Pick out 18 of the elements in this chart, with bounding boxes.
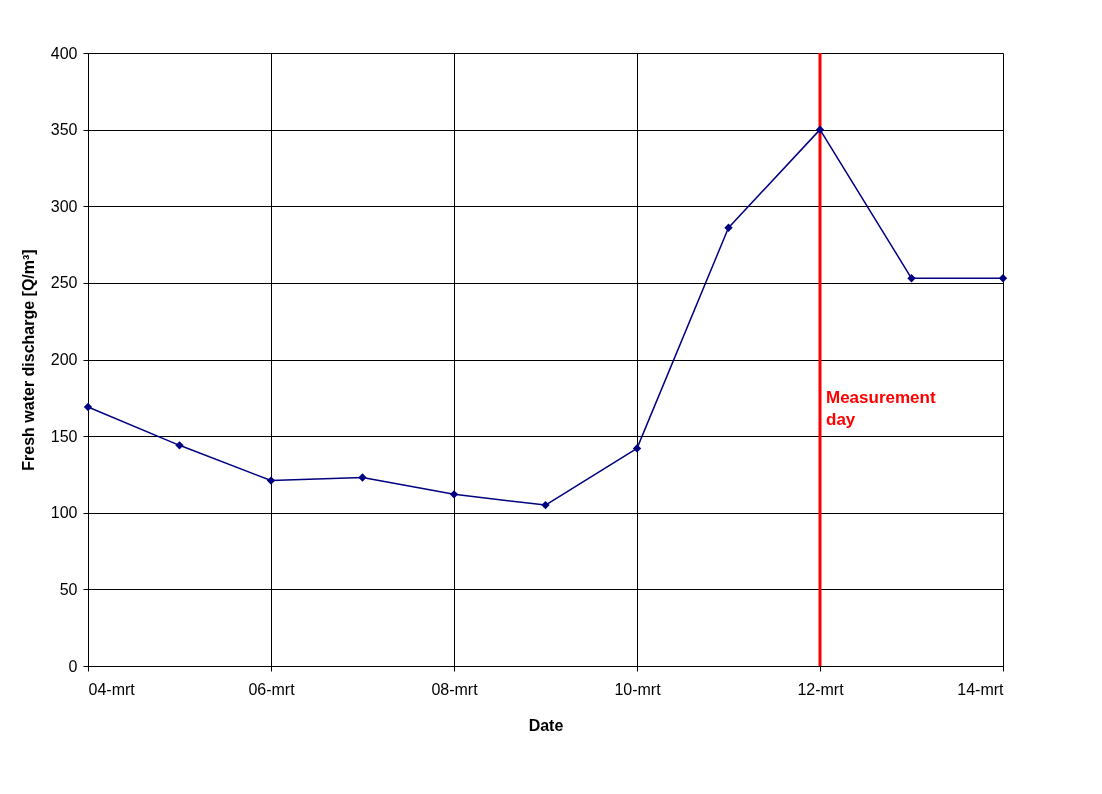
x-tick-label: 08-mrt [431, 680, 479, 698]
y-tick-label: 300 [50, 197, 78, 215]
y-axis-title: Fresh water discharge [Q/m³] [19, 249, 37, 471]
ref-line-label: Measurement day [826, 388, 936, 430]
y-tick-label: 0 [68, 657, 78, 675]
x-axis-title: Date [528, 716, 564, 734]
y-tick-label: 200 [50, 351, 78, 368]
x-tick-label: 12-mrt [797, 680, 845, 698]
y-tick-label: 100 [50, 504, 78, 522]
y-tick-label: 250 [50, 274, 78, 292]
x-tick-label: 04-mrt [88, 680, 136, 698]
y-tick-label: 350 [50, 121, 78, 139]
x-tick-label: 10-mrt [614, 680, 662, 698]
y-tick-label: 150 [50, 427, 78, 445]
y-tick-label: 50 [59, 580, 78, 598]
x-tick-label: 06-mrt [248, 680, 296, 698]
x-tick-label: 14-mrt [957, 680, 1005, 698]
y-tick-label: 400 [50, 44, 78, 62]
